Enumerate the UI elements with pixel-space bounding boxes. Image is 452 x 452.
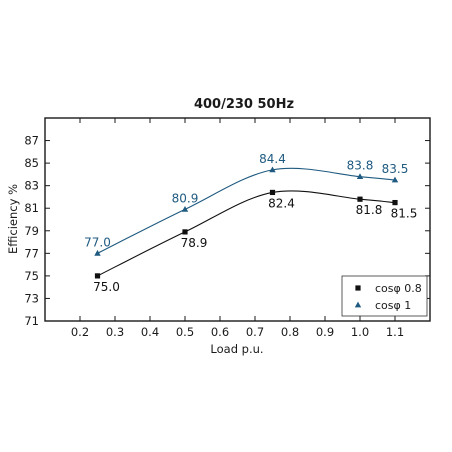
data-point [94, 249, 101, 256]
y-tick-label: 75 [24, 269, 39, 283]
data-point [94, 273, 101, 279]
y-tick-label: 81 [24, 201, 39, 215]
data-label: 84.4 [259, 152, 286, 166]
legend-marker [355, 285, 361, 291]
legend-label: cosφ 0.8 [375, 282, 422, 295]
data-point [182, 229, 188, 235]
data-point [391, 176, 399, 183]
x-axis-label: Load p.u. [210, 342, 263, 356]
legend: cosφ 0.8 cosφ 1 [341, 275, 428, 317]
y-tick-label: 87 [24, 134, 39, 148]
data-label: 83.8 [347, 159, 374, 173]
x-axis: 0.2 0.3 0.4 0.5 0.6 0.7 0.8 0.9 1.0 1.1 [71, 118, 404, 339]
data-point [392, 199, 398, 206]
x-tick-label: 0.8 [281, 325, 299, 339]
series-line [97, 190, 396, 277]
x-tick-label: 0.9 [316, 325, 334, 339]
series-1: 77.0 80.9 84.4 83.8 83.5 [84, 152, 408, 256]
data-point [269, 166, 276, 173]
x-tick-label: 0.3 [106, 325, 124, 339]
series-layer: 75.0 78.9 82.4 81.8 81.5 77.0 80.9 84.4 83.8 83.5 [84, 152, 417, 294]
x-tick-label: 0.4 [141, 325, 159, 339]
plot-area-frame [44, 117, 431, 322]
x-tick-label: 0.5 [176, 325, 194, 339]
chart-title: 400/230 50Hz [194, 97, 294, 112]
data-point [357, 196, 363, 202]
x-tick-label: 1.0 [351, 325, 369, 339]
y-axis: 71 73 75 77 79 81 83 85 87 [24, 134, 430, 328]
data-point [356, 173, 364, 180]
data-label: 77.0 [84, 235, 111, 249]
legend-label: cosφ 1 [375, 299, 411, 312]
legend-box [341, 275, 428, 317]
data-label: 82.4 [268, 196, 295, 210]
series-0: 75.0 78.9 82.4 81.8 81.5 [93, 189, 418, 294]
legend-marker [354, 301, 362, 308]
y-tick-label: 83 [24, 179, 39, 193]
y-tick-label: 71 [24, 314, 39, 328]
series-line [97, 167, 396, 254]
data-label: 83.5 [382, 162, 409, 176]
y-tick-label: 77 [24, 246, 39, 260]
y-tick-label: 85 [24, 156, 39, 170]
data-label: 80.9 [172, 191, 199, 205]
data-label: 78.9 [181, 236, 208, 250]
x-tick-label: 0.6 [211, 325, 229, 339]
x-tick-label: 0.2 [71, 325, 89, 339]
data-point [181, 205, 189, 212]
data-label: 81.5 [391, 207, 418, 221]
data-point [269, 189, 276, 196]
y-tick-label: 73 [24, 291, 39, 305]
data-label: 75.0 [93, 280, 120, 294]
y-tick-label: 79 [24, 224, 39, 238]
x-tick-label: 0.7 [246, 325, 264, 339]
y-axis-label: Efficiency % [6, 184, 20, 254]
data-label: 81.8 [356, 203, 383, 217]
x-tick-label: 1.1 [386, 325, 404, 339]
